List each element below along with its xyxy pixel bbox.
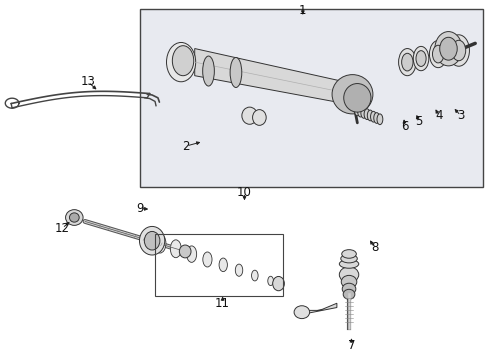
Ellipse shape — [342, 283, 355, 295]
Ellipse shape — [339, 260, 358, 268]
Bar — [154, 234, 283, 296]
Text: 12: 12 — [55, 222, 69, 235]
Text: 7: 7 — [347, 338, 354, 351]
Ellipse shape — [343, 84, 370, 112]
Text: 5: 5 — [414, 114, 422, 127]
Ellipse shape — [412, 46, 428, 71]
Ellipse shape — [398, 49, 415, 76]
Ellipse shape — [230, 58, 241, 87]
Ellipse shape — [428, 41, 446, 68]
Ellipse shape — [252, 110, 265, 125]
Text: 9: 9 — [136, 202, 143, 215]
Ellipse shape — [360, 108, 366, 118]
Ellipse shape — [354, 105, 360, 116]
Text: 2: 2 — [182, 140, 189, 153]
Ellipse shape — [203, 252, 212, 267]
Ellipse shape — [415, 51, 425, 67]
Ellipse shape — [154, 234, 165, 253]
Ellipse shape — [65, 210, 83, 225]
Ellipse shape — [341, 249, 356, 258]
Ellipse shape — [364, 109, 369, 120]
Ellipse shape — [431, 45, 443, 63]
Ellipse shape — [179, 245, 191, 258]
Text: 8: 8 — [370, 241, 378, 255]
Bar — [140, 9, 482, 187]
Ellipse shape — [366, 110, 372, 121]
Ellipse shape — [170, 240, 181, 258]
Ellipse shape — [202, 56, 214, 86]
Ellipse shape — [439, 37, 456, 60]
Ellipse shape — [331, 75, 372, 114]
Ellipse shape — [339, 267, 358, 283]
Ellipse shape — [219, 258, 227, 272]
Ellipse shape — [186, 246, 196, 262]
Ellipse shape — [251, 270, 258, 281]
Ellipse shape — [451, 40, 465, 61]
Ellipse shape — [343, 289, 354, 299]
Ellipse shape — [144, 231, 160, 250]
Ellipse shape — [139, 226, 164, 255]
Text: 4: 4 — [434, 109, 442, 122]
Ellipse shape — [293, 306, 309, 319]
Text: 11: 11 — [215, 297, 230, 310]
Ellipse shape — [373, 113, 379, 123]
Ellipse shape — [447, 35, 468, 66]
Ellipse shape — [341, 275, 356, 288]
Ellipse shape — [235, 264, 242, 276]
Text: 10: 10 — [237, 186, 251, 199]
Ellipse shape — [69, 213, 79, 222]
Ellipse shape — [401, 53, 412, 71]
Polygon shape — [300, 303, 336, 315]
Ellipse shape — [357, 106, 363, 117]
Text: 3: 3 — [456, 109, 464, 122]
Text: 13: 13 — [81, 75, 95, 88]
Ellipse shape — [434, 32, 461, 66]
Ellipse shape — [172, 46, 193, 76]
Ellipse shape — [166, 42, 195, 82]
Ellipse shape — [340, 254, 357, 263]
Text: 6: 6 — [400, 120, 408, 133]
Ellipse shape — [370, 111, 376, 122]
Ellipse shape — [376, 114, 382, 125]
Ellipse shape — [272, 276, 284, 291]
Polygon shape — [194, 49, 352, 105]
Ellipse shape — [267, 276, 273, 285]
Text: 1: 1 — [299, 4, 306, 17]
Ellipse shape — [242, 107, 257, 124]
